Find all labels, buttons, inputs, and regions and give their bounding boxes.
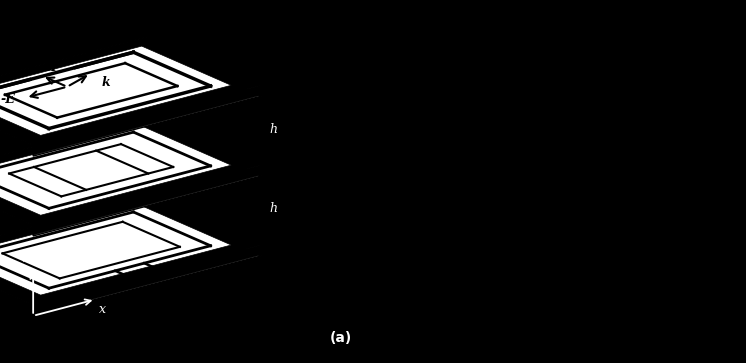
Text: $d_1$: $d_1$: [485, 38, 502, 57]
Text: h: h: [269, 123, 278, 135]
Polygon shape: [0, 116, 261, 225]
Polygon shape: [149, 116, 261, 176]
Text: $d_2$: $d_2$: [485, 99, 502, 118]
Text: h: h: [269, 203, 278, 215]
Polygon shape: [149, 36, 261, 96]
Polygon shape: [33, 245, 261, 315]
Polygon shape: [33, 85, 261, 156]
Text: x: x: [464, 95, 473, 109]
Polygon shape: [149, 196, 261, 256]
Text: k: k: [101, 76, 110, 89]
Text: y: y: [414, 42, 421, 56]
Polygon shape: [0, 126, 231, 215]
Text: $w_1$: $w_1$: [557, 336, 577, 351]
Text: $d_3$: $d_3$: [485, 208, 503, 227]
Polygon shape: [0, 116, 261, 225]
Text: x: x: [99, 303, 107, 316]
Polygon shape: [0, 196, 261, 305]
Text: $w_3$: $w_3$: [601, 198, 622, 213]
Polygon shape: [0, 36, 261, 145]
Text: z: z: [22, 252, 29, 265]
Polygon shape: [0, 206, 231, 295]
Text: $p_y$: $p_y$: [733, 169, 746, 187]
Polygon shape: [33, 165, 261, 236]
Text: -E: -E: [1, 93, 16, 106]
Text: $p_x$: $p_x$: [550, 359, 569, 363]
Polygon shape: [0, 36, 261, 145]
Text: (b): (b): [386, 257, 411, 272]
Polygon shape: [0, 46, 231, 135]
Text: $w_2$: $w_2$: [604, 34, 624, 50]
Polygon shape: [0, 196, 261, 305]
Polygon shape: [33, 165, 261, 235]
Polygon shape: [33, 245, 261, 316]
Polygon shape: [33, 85, 261, 155]
Text: (a): (a): [330, 331, 352, 345]
Text: H: H: [44, 61, 56, 74]
